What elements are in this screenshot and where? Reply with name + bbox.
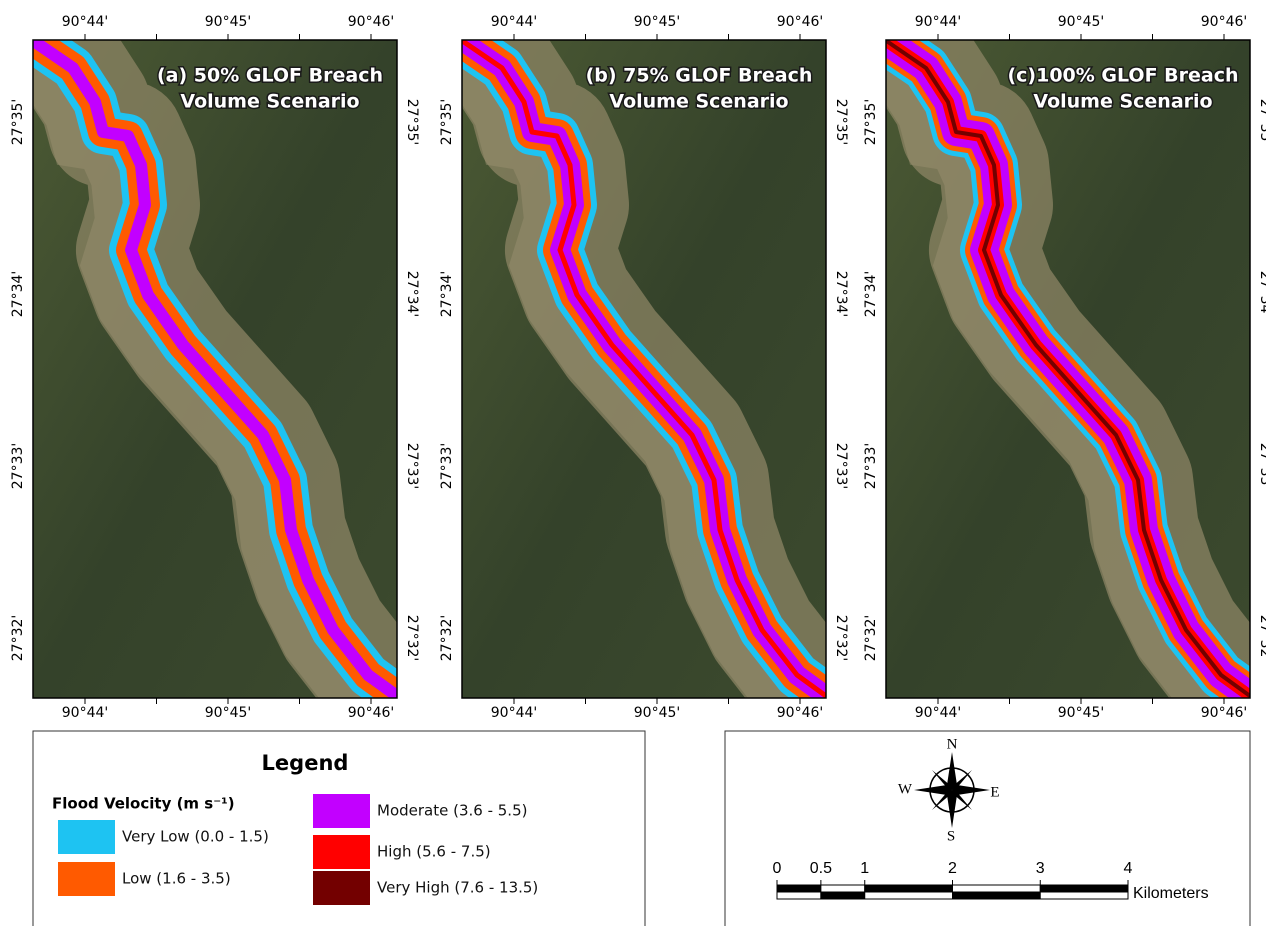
x-coord-label: 90°44' — [915, 14, 961, 30]
x-coord-label: 90°45' — [634, 705, 680, 721]
y-coord-label: 27°34' — [404, 271, 420, 317]
y-coord-label: 27°32' — [863, 615, 879, 661]
compass — [914, 752, 990, 828]
legend-subtitle: Flood Velocity (m s⁻¹) — [52, 795, 235, 813]
y-coord-label: 27°35' — [833, 99, 849, 145]
scale-segment — [821, 885, 865, 892]
panel-title: Volume Scenario — [609, 91, 788, 113]
x-coord-label: 90°46' — [777, 705, 823, 721]
x-coord-label: 90°44' — [491, 14, 537, 30]
scale-label: 4 — [1124, 860, 1133, 877]
x-coord-label: 90°45' — [205, 14, 251, 30]
y-coord-label: 27°33' — [863, 443, 879, 489]
panel-title: (a) 50% GLOF Breach — [157, 65, 383, 87]
y-coord-label: 27°32' — [439, 615, 455, 661]
x-coord-label: 90°45' — [1058, 705, 1104, 721]
scale-segment — [953, 892, 1041, 899]
y-coord-label: 27°35' — [1257, 99, 1266, 145]
legend-label: Moderate (3.6 - 5.5) — [377, 802, 527, 820]
figure: Legend Flood Velocity (m s⁻¹) N E S W Ki… — [0, 0, 1266, 926]
scale-segment — [865, 885, 953, 892]
y-coord-label: 27°32' — [1257, 615, 1266, 661]
scale-segment — [1040, 885, 1128, 892]
y-coord-label: 27°35' — [439, 99, 455, 145]
y-coord-label: 27°35' — [10, 99, 26, 145]
legend-swatch — [313, 794, 370, 828]
scale-label: 0.5 — [810, 860, 832, 877]
x-coord-label: 90°46' — [777, 14, 823, 30]
legend-label: Low (1.6 - 3.5) — [122, 870, 231, 888]
y-coord-label: 27°35' — [404, 99, 420, 145]
scale-unit: Kilometers — [1133, 885, 1209, 902]
y-coord-label: 27°34' — [833, 271, 849, 317]
scale-segment — [865, 892, 953, 899]
y-coord-label: 27°33' — [833, 443, 849, 489]
map-panel — [858, 40, 1250, 711]
map-panel — [5, 40, 397, 711]
panel-title: (b) 75% GLOF Breach — [586, 65, 813, 87]
y-coord-label: 27°33' — [1257, 443, 1266, 489]
y-coord-label: 27°34' — [863, 271, 879, 317]
x-coord-label: 90°46' — [1201, 14, 1247, 30]
scale-label: 3 — [1036, 860, 1045, 877]
x-coord-label: 90°46' — [348, 14, 394, 30]
scale-label: 2 — [948, 860, 957, 877]
legend-swatch — [58, 862, 115, 896]
scale-label: 0 — [773, 860, 782, 877]
legend-label: High (5.6 - 7.5) — [377, 843, 491, 861]
x-coord-label: 90°45' — [634, 14, 680, 30]
y-coord-label: 27°32' — [833, 615, 849, 661]
scale-segment — [821, 892, 865, 899]
x-coord-label: 90°44' — [62, 14, 108, 30]
legend-swatch — [313, 871, 370, 905]
x-coord-label: 90°45' — [1058, 14, 1104, 30]
legend-title: Legend — [262, 751, 349, 775]
x-coord-label: 90°44' — [491, 705, 537, 721]
map-panel — [434, 40, 826, 711]
compass-s: S — [947, 828, 955, 844]
y-coord-label: 27°32' — [10, 615, 26, 661]
y-coord-label: 27°33' — [404, 443, 420, 489]
compass-w: W — [898, 781, 913, 797]
y-coord-label: 27°35' — [863, 99, 879, 145]
x-coord-label: 90°44' — [62, 705, 108, 721]
y-coord-label: 27°34' — [1257, 271, 1266, 317]
y-coord-label: 27°33' — [10, 443, 26, 489]
y-coord-label: 27°32' — [404, 615, 420, 661]
scale-segment — [777, 892, 821, 899]
legend-swatch — [313, 835, 370, 869]
scale-label: 1 — [860, 860, 869, 877]
x-coord-label: 90°46' — [348, 705, 394, 721]
y-coord-label: 27°34' — [439, 271, 455, 317]
legend-label: Very High (7.6 - 13.5) — [377, 879, 538, 897]
panel-title: Volume Scenario — [180, 91, 359, 113]
x-coord-label: 90°45' — [205, 705, 251, 721]
x-coord-label: 90°46' — [1201, 705, 1247, 721]
scale-segment — [953, 885, 1041, 892]
panel-title: (c)100% GLOF Breach — [1007, 65, 1238, 87]
compass-e: E — [990, 784, 999, 800]
y-coord-label: 27°34' — [10, 271, 26, 317]
panel-title: Volume Scenario — [1033, 91, 1212, 113]
scale-segment — [1040, 892, 1128, 899]
x-coord-label: 90°44' — [915, 705, 961, 721]
scale-segment — [777, 885, 821, 892]
legend-swatch — [58, 820, 115, 854]
legend-label: Very Low (0.0 - 1.5) — [122, 828, 269, 846]
y-coord-label: 27°33' — [439, 443, 455, 489]
compass-n: N — [947, 736, 958, 752]
